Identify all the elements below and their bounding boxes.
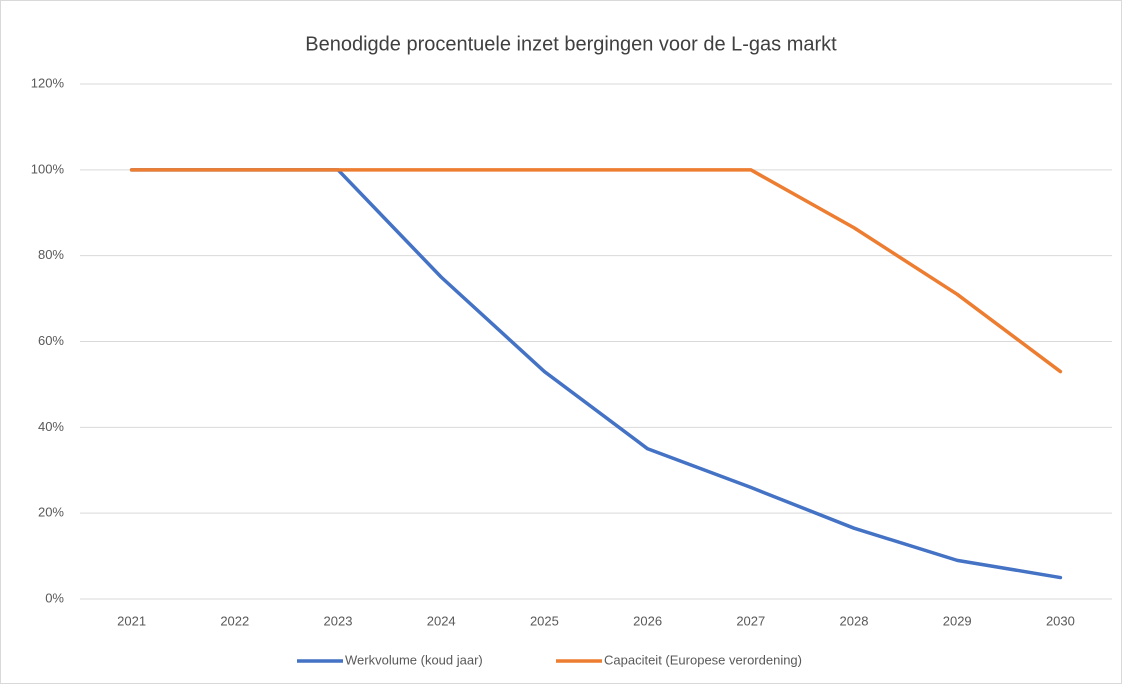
x-tick-label: 2027 <box>736 613 765 628</box>
x-tick-label: 2029 <box>943 613 972 628</box>
x-tick-label: 2022 <box>220 613 249 628</box>
chart-title: Benodigde procentuele inzet bergingen vo… <box>305 33 837 55</box>
x-tick-label: 2024 <box>427 613 456 628</box>
legend-label: Werkvolume (koud jaar) <box>345 652 483 667</box>
legend-label: Capaciteit (Europese verordening) <box>604 652 802 667</box>
series-line <box>129 168 1063 374</box>
x-tick-label: 2021 <box>117 613 146 628</box>
y-tick-label: 40% <box>38 419 64 434</box>
y-tick-label: 100% <box>31 161 65 176</box>
y-tick-label: 0% <box>45 590 64 605</box>
y-tick-label: 60% <box>38 333 64 348</box>
x-tick-label: 2028 <box>840 613 869 628</box>
x-tick-label: 2026 <box>633 613 662 628</box>
y-tick-label: 120% <box>31 75 65 90</box>
y-tick-label: 20% <box>38 505 64 520</box>
y-tick-label: 80% <box>38 247 64 262</box>
x-tick-label: 2023 <box>324 613 353 628</box>
x-tick-label: 2025 <box>530 613 559 628</box>
x-tick-label: 2030 <box>1046 613 1075 628</box>
